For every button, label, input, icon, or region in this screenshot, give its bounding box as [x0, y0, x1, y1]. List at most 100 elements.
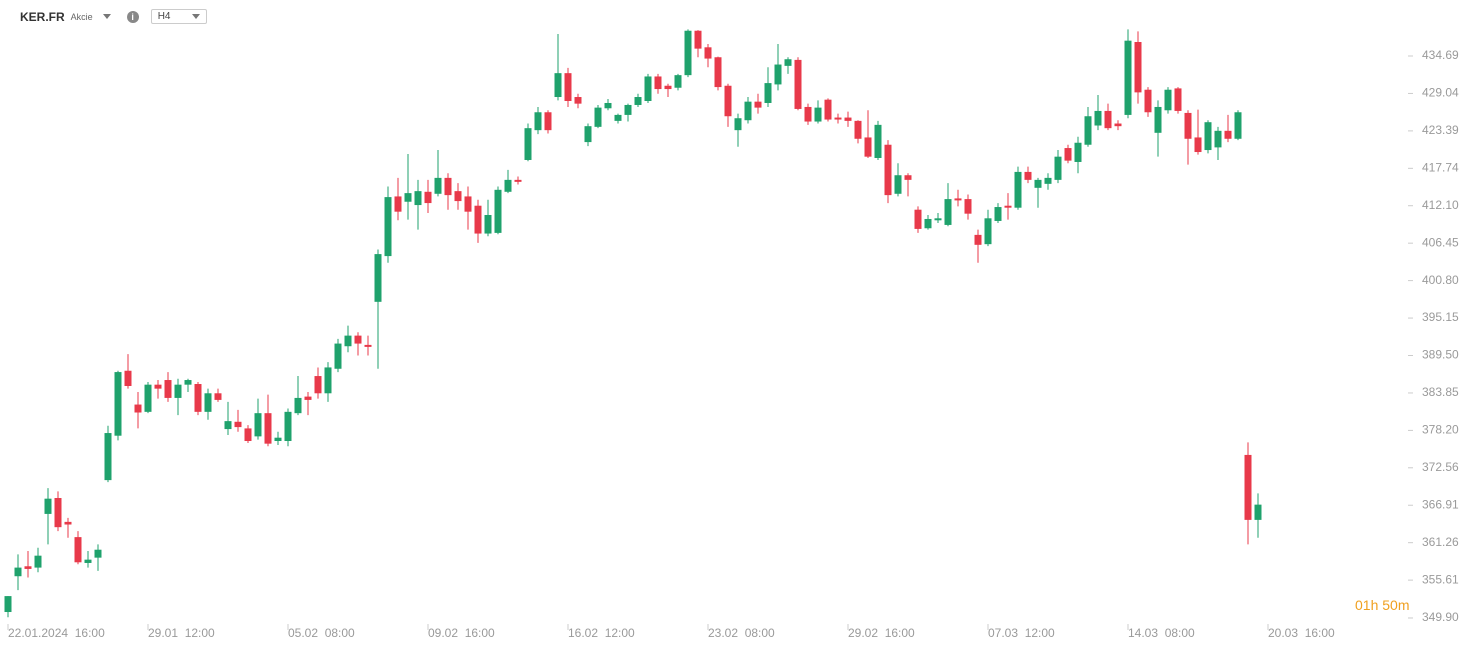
candle-body — [224, 421, 232, 430]
y-tick-label: 389.50 — [1422, 348, 1459, 362]
candle-body — [724, 85, 732, 117]
candle-body — [834, 117, 842, 120]
candle-body — [1064, 148, 1072, 161]
info-icon[interactable]: i — [126, 10, 139, 23]
candle-body — [214, 393, 222, 400]
candle-body — [534, 112, 542, 131]
candle-body — [1174, 88, 1182, 111]
symbol[interactable]: KER.FR — [20, 9, 65, 24]
candle-body — [564, 73, 572, 101]
candle-body — [974, 234, 982, 245]
x-tick-label: 29.02 16:00 — [848, 626, 915, 640]
candle-body — [624, 104, 632, 115]
candle-body — [64, 521, 72, 525]
candle-body — [714, 57, 722, 88]
y-tick-label: 383.85 — [1422, 385, 1459, 399]
y-tick-label: 361.26 — [1422, 535, 1459, 549]
x-tick-label: 23.02 08:00 — [708, 626, 775, 640]
candle-body — [494, 189, 502, 233]
candle-body — [674, 75, 682, 88]
candle-body — [14, 567, 22, 577]
y-tick-label: 412.10 — [1422, 198, 1459, 212]
y-tick-label: 434.69 — [1422, 48, 1459, 62]
candle-body — [54, 498, 62, 528]
candle-body — [804, 106, 812, 122]
candle-body — [1004, 205, 1012, 208]
candle-body — [924, 218, 932, 229]
candle-body — [114, 372, 122, 436]
candle-body — [764, 83, 772, 103]
candle-body — [184, 380, 192, 385]
candle-body — [644, 76, 652, 101]
candle-body — [774, 64, 782, 85]
candle-body — [654, 76, 662, 90]
candle-body — [514, 179, 522, 182]
x-tick-label: 16.02 12:00 — [568, 626, 635, 640]
candle-body — [134, 404, 142, 413]
candle-body — [374, 254, 382, 302]
candle-body — [414, 191, 422, 206]
candle-body — [84, 559, 92, 563]
candle-body — [944, 199, 952, 225]
candle-body — [1184, 112, 1192, 139]
y-tick-label: 406.45 — [1422, 235, 1459, 249]
candle-body — [894, 175, 902, 194]
candle-body — [274, 437, 282, 442]
candle-body — [254, 413, 262, 437]
candle-body — [854, 120, 862, 139]
candle-body — [314, 376, 322, 394]
candle-body — [1054, 156, 1062, 180]
candle-body — [204, 393, 212, 412]
candle-body — [1044, 177, 1052, 184]
candle-body — [404, 193, 412, 202]
candle-body — [304, 396, 312, 400]
candle-body — [1024, 171, 1032, 180]
timeframe-select[interactable]: H4 — [150, 9, 208, 24]
candle-body — [744, 101, 752, 121]
candle-body — [1234, 112, 1242, 139]
y-tick-label: 417.74 — [1422, 161, 1459, 175]
candle-body — [904, 175, 912, 180]
timeframe-arrow — [192, 14, 201, 19]
timeframe: H4 — [157, 11, 171, 22]
header: KER.FR Akcie i H4 — [20, 9, 208, 24]
candle-body — [154, 384, 162, 389]
candle-body — [574, 97, 582, 104]
x-tick-label: 29.01 12:00 — [148, 626, 215, 640]
candle-body — [504, 179, 512, 192]
x-tick-label: 05.02 08:00 — [288, 626, 355, 640]
candle-body — [284, 411, 292, 442]
candle-body — [344, 335, 352, 347]
candle-body — [824, 99, 832, 120]
candle-body — [174, 384, 182, 398]
candle-body — [684, 30, 692, 76]
candle-body — [364, 344, 372, 347]
x-tick-label: 14.03 08:00 — [1128, 626, 1195, 640]
candle-body — [44, 498, 52, 514]
candle-body — [584, 126, 592, 143]
candle-body — [294, 397, 302, 414]
candle-body — [74, 537, 82, 563]
candle-body — [1074, 142, 1082, 162]
candle-body — [124, 370, 132, 386]
candle-body — [244, 428, 252, 442]
candle-body — [24, 566, 32, 569]
candle-body — [104, 433, 112, 481]
candle-body — [94, 549, 102, 558]
candle-body — [604, 102, 612, 109]
candle-body — [634, 97, 642, 105]
candle-body — [814, 107, 822, 122]
candle-body — [334, 343, 342, 369]
candle-body — [784, 59, 792, 66]
candle-body — [34, 555, 42, 568]
symbol-dropdown[interactable] — [102, 14, 111, 19]
candle-body — [1144, 89, 1152, 113]
candle-body — [1194, 137, 1202, 153]
candle-body — [194, 384, 202, 412]
candle-body — [384, 197, 392, 257]
candle-body — [754, 101, 762, 108]
candle-body — [1224, 130, 1232, 139]
candle-body — [454, 191, 462, 202]
